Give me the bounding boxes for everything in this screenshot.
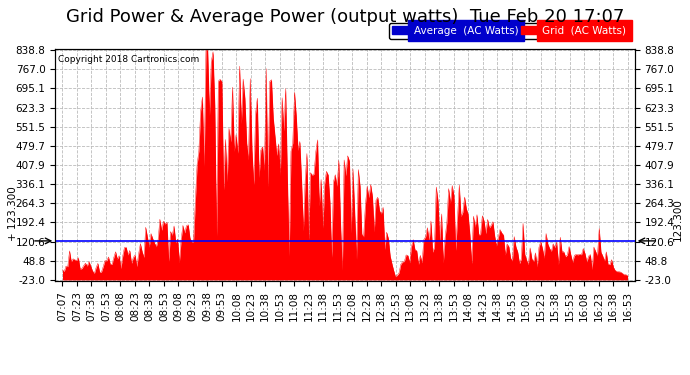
Text: Copyright 2018 Cartronics.com: Copyright 2018 Cartronics.com — [58, 55, 199, 63]
Legend: Average  (AC Watts), Grid  (AC Watts): Average (AC Watts), Grid (AC Watts) — [389, 22, 629, 39]
Text: 123.300: 123.300 — [673, 198, 682, 241]
Text: Grid Power & Average Power (output watts)  Tue Feb 20 17:07: Grid Power & Average Power (output watts… — [66, 8, 624, 26]
Text: + 123.300: + 123.300 — [8, 186, 17, 241]
